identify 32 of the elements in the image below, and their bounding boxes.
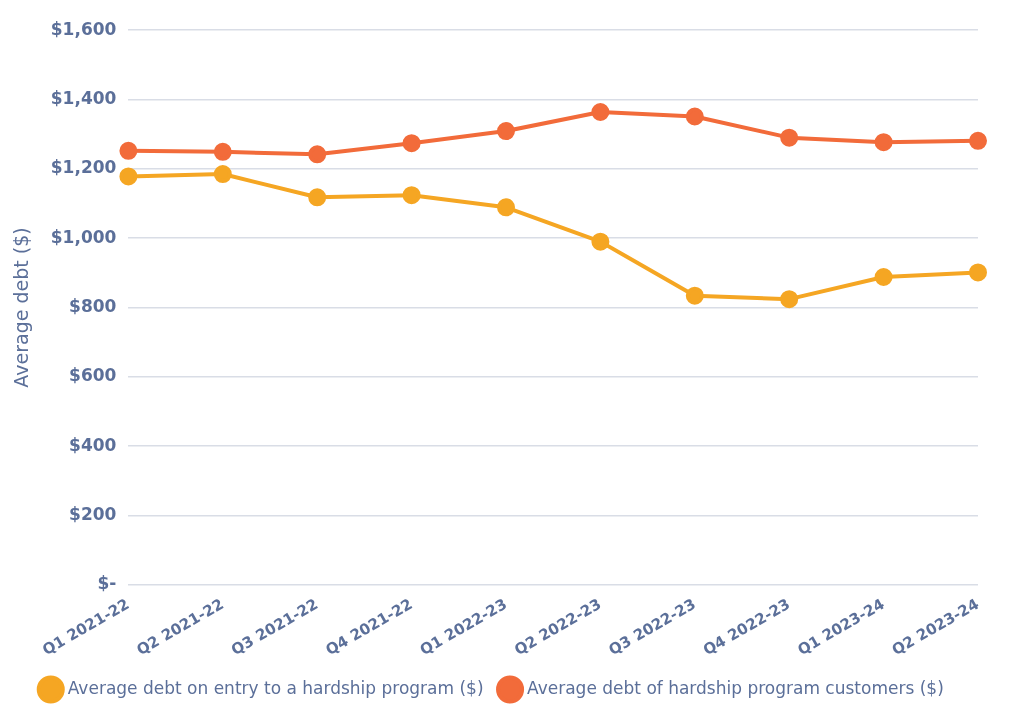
y-tick-label: $800 <box>69 295 117 316</box>
y-tick-label: $400 <box>69 434 117 455</box>
y-tick-label: $600 <box>69 365 117 386</box>
legend-label: Average debt on entry to a hardship program ($) <box>67 677 484 698</box>
point <box>969 131 987 150</box>
legend-label: Average debt of hardship program customers ($) <box>527 677 944 698</box>
point <box>308 145 327 164</box>
point <box>685 107 704 126</box>
y-tick-label: $1,400 <box>50 87 117 108</box>
point <box>780 128 799 147</box>
point <box>685 286 704 305</box>
point <box>402 134 421 153</box>
point <box>119 167 138 186</box>
y-tick-label: $- <box>97 573 117 594</box>
y-tick-label: $1,200 <box>50 157 117 178</box>
point <box>780 290 799 309</box>
point <box>119 141 138 160</box>
y-tick-label: $1,000 <box>50 226 117 247</box>
y-tick-label: $1,600 <box>50 18 117 39</box>
point <box>308 188 327 207</box>
point <box>497 122 515 141</box>
point <box>874 267 893 286</box>
y-axis-title: Average debt ($) <box>10 227 33 388</box>
point <box>213 142 232 161</box>
point <box>969 263 987 282</box>
point <box>497 198 515 217</box>
y-tick-label: $200 <box>69 503 117 524</box>
point <box>213 165 232 184</box>
point <box>591 232 610 251</box>
point <box>591 103 610 121</box>
point <box>874 133 893 152</box>
point <box>402 186 421 205</box>
